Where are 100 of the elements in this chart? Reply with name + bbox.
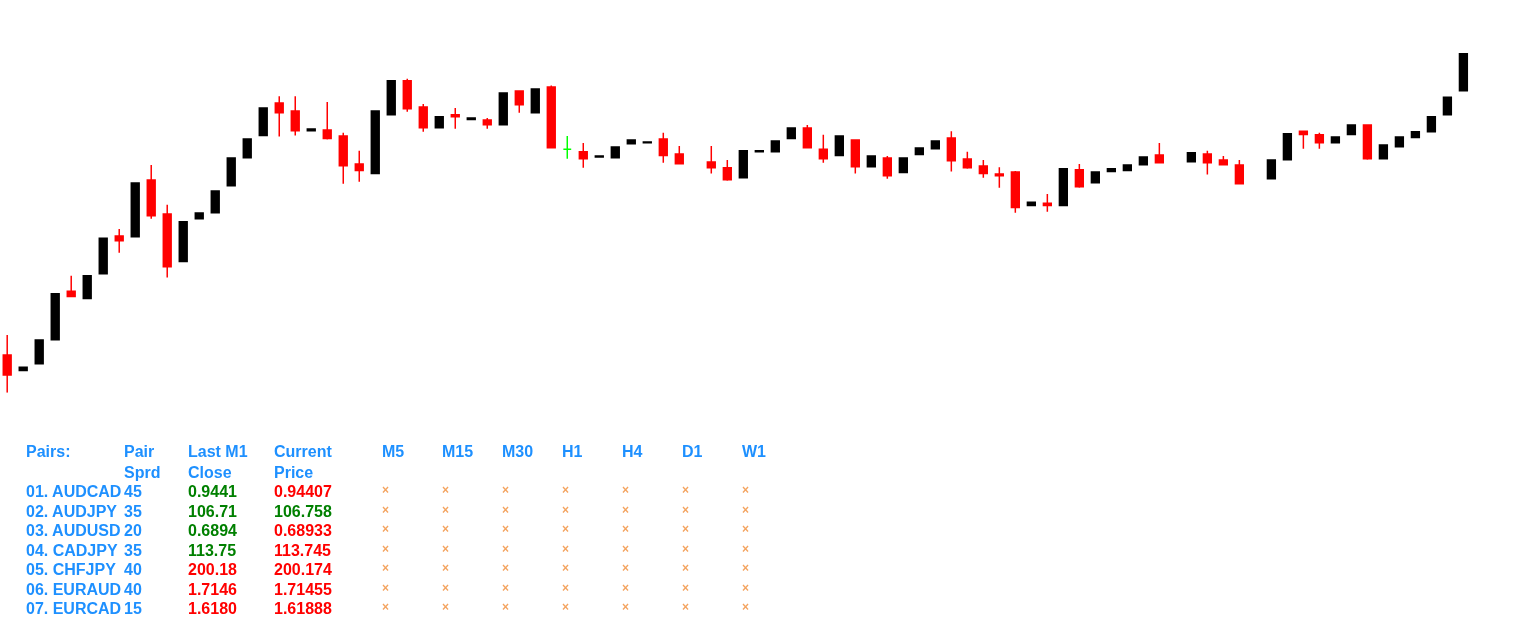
candlestick xyxy=(18,366,28,372)
candlestick xyxy=(674,145,684,165)
candlestick xyxy=(1346,124,1357,136)
candlestick xyxy=(946,130,956,173)
candlestick xyxy=(1442,96,1453,116)
candlestick xyxy=(66,275,76,298)
candlestick xyxy=(962,151,972,170)
candlestick xyxy=(1058,168,1069,207)
candlestick xyxy=(1090,171,1101,184)
candlestick xyxy=(514,90,524,114)
candlestick xyxy=(1138,156,1149,166)
text: × xyxy=(682,483,690,497)
text: × xyxy=(622,503,630,517)
text: × xyxy=(382,561,390,575)
candlestick xyxy=(242,138,252,159)
text: 1.6180 xyxy=(188,600,238,617)
text: × xyxy=(442,600,450,614)
candlestick xyxy=(610,146,620,159)
text: W1 xyxy=(742,443,767,460)
text: × xyxy=(682,542,690,556)
text: × xyxy=(382,542,390,556)
text: × xyxy=(502,483,510,497)
text: 03. AUDUSD xyxy=(26,522,121,539)
text: 106.758 xyxy=(274,503,332,520)
candlestick xyxy=(754,150,764,153)
candlestick xyxy=(210,190,220,214)
candlestick xyxy=(578,142,588,169)
text: × xyxy=(562,561,570,575)
candlestick xyxy=(386,80,396,116)
text: 1.61888 xyxy=(274,600,332,617)
candlestick xyxy=(850,139,860,175)
text: × xyxy=(442,503,450,517)
candlestick xyxy=(1282,133,1293,161)
text: 01. AUDCAD xyxy=(26,483,122,500)
text: × xyxy=(622,542,630,556)
candlestick xyxy=(2,334,12,393)
text: × xyxy=(442,542,450,556)
candlestick xyxy=(306,128,316,132)
text: × xyxy=(742,561,750,575)
candlestick xyxy=(898,157,908,174)
text: M30 xyxy=(502,443,534,460)
text: H1 xyxy=(562,443,583,460)
candlestick xyxy=(194,212,204,220)
text: × xyxy=(562,600,570,614)
candlestick xyxy=(98,237,108,275)
candlestick xyxy=(530,88,540,114)
text: × xyxy=(622,483,630,497)
candlestick xyxy=(594,155,604,158)
text: × xyxy=(622,522,630,536)
text: Pairs: xyxy=(26,443,71,460)
text: 40 xyxy=(124,561,142,578)
text: × xyxy=(622,581,630,595)
candlestick xyxy=(1362,124,1373,161)
text: 1.71455 xyxy=(274,581,332,598)
text: 0.68933 xyxy=(274,522,332,539)
candlestick xyxy=(1042,193,1053,213)
candlestick xyxy=(1266,159,1277,180)
candlestick xyxy=(370,110,380,175)
candlestick xyxy=(1074,163,1085,189)
text: × xyxy=(502,542,510,556)
text: 20 xyxy=(124,522,142,539)
text: 35 xyxy=(124,503,142,520)
text: × xyxy=(502,581,510,595)
candlestick xyxy=(34,339,44,365)
text: × xyxy=(502,600,510,614)
text: 15 xyxy=(124,600,142,617)
candlestick xyxy=(994,166,1004,189)
candlestick xyxy=(738,150,748,179)
text: × xyxy=(562,581,570,595)
text: 0.94407 xyxy=(274,483,332,500)
text: × xyxy=(442,483,450,497)
text: × xyxy=(382,600,390,614)
candlestick xyxy=(770,140,780,153)
text: 0.9441 xyxy=(188,483,238,500)
text: 45 xyxy=(124,483,142,500)
candlestick xyxy=(1202,150,1213,176)
text: 200.174 xyxy=(274,561,332,578)
text: 07. EURCAD xyxy=(26,600,122,617)
text: × xyxy=(502,522,510,536)
text: 35 xyxy=(124,542,142,559)
text: × xyxy=(562,522,570,536)
text: × xyxy=(562,503,570,517)
text: 06. EURAUD xyxy=(26,581,122,598)
text: 113.745 xyxy=(274,542,332,559)
text: 40 xyxy=(124,581,142,598)
text: M5 xyxy=(382,443,405,460)
text: × xyxy=(382,483,390,497)
candlestick xyxy=(82,275,92,300)
text: 02. AUDJPY xyxy=(26,503,118,520)
text: × xyxy=(682,600,690,614)
text: × xyxy=(502,561,510,575)
text: H4 xyxy=(622,443,643,460)
candlestick xyxy=(786,127,796,140)
text: × xyxy=(682,522,690,536)
text: Last M1 Close xyxy=(188,443,248,481)
text: 04. CADJPY xyxy=(26,542,118,559)
text: × xyxy=(682,561,690,575)
text: Current Price xyxy=(274,443,333,481)
candlestick xyxy=(818,134,828,164)
text: × xyxy=(382,581,390,595)
